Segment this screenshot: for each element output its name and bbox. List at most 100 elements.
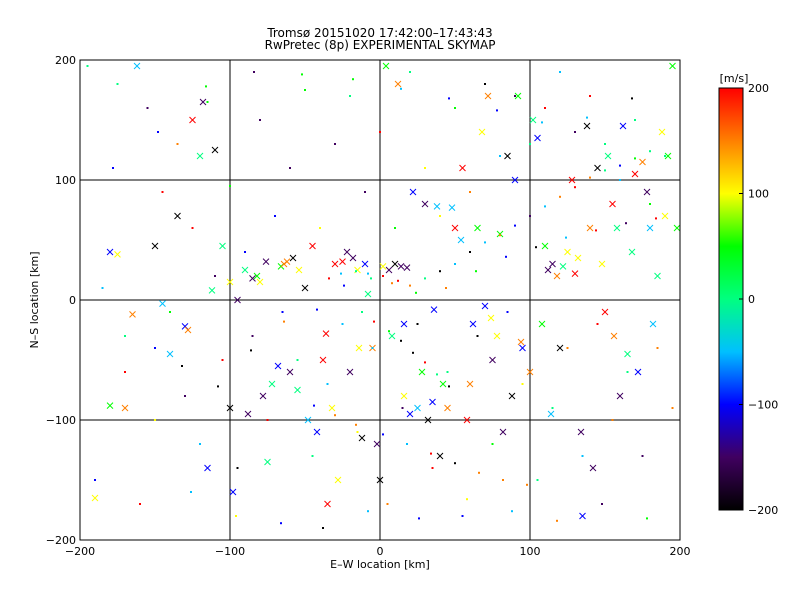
dot-point: [280, 522, 282, 525]
dot-point: [296, 359, 299, 361]
dot-point: [176, 143, 179, 145]
cross-point: [559, 263, 567, 270]
cross-point: [643, 188, 651, 196]
dot-point: [356, 431, 359, 433]
dot-point: [391, 282, 393, 285]
cross-point: [433, 203, 441, 210]
cross-point: [294, 386, 301, 394]
cross-point: [624, 350, 631, 358]
dot-point: [251, 335, 254, 337]
dot-point: [116, 83, 119, 85]
dot-point: [415, 291, 417, 294]
cross-point: [151, 242, 159, 250]
cross-point: [364, 290, 372, 298]
dot-point: [388, 330, 390, 333]
x-axis-label: E–W location [km]: [330, 558, 430, 571]
dot-point: [574, 131, 576, 133]
colorbar-unit-label: [m/s]: [720, 72, 749, 85]
dot-point: [430, 452, 432, 455]
dot-point: [397, 279, 399, 282]
cross-point: [549, 260, 556, 268]
cross-point: [403, 264, 411, 271]
dot-point: [289, 167, 291, 169]
cross-point: [504, 152, 511, 160]
dot-point: [319, 227, 321, 229]
cross-point: [628, 248, 636, 256]
dot-point: [566, 347, 569, 349]
dot-point: [649, 203, 651, 205]
dot-point: [316, 308, 318, 311]
cross-point: [673, 224, 681, 232]
dot-point: [514, 95, 516, 97]
dot-point: [214, 275, 216, 277]
cross-point: [121, 404, 129, 412]
plot-frame: [79, 59, 681, 541]
dot-point: [400, 339, 402, 342]
dot-point: [454, 462, 456, 465]
cross-point: [463, 416, 471, 424]
cross-point: [511, 176, 519, 184]
cross-point: [586, 224, 594, 232]
colorbar-ticks: 200 100 0 −100 −200: [739, 82, 778, 517]
dot-point: [206, 101, 209, 103]
cross-point: [268, 380, 276, 388]
cross-point: [388, 332, 396, 340]
dot-point: [535, 246, 537, 249]
cross-point: [259, 392, 267, 400]
cross-point: [339, 258, 346, 265]
cross-point: [598, 260, 606, 268]
x-tick-label: 0: [377, 545, 384, 558]
cross-point: [400, 392, 408, 400]
cross-point: [241, 266, 249, 274]
cross-point: [274, 362, 282, 370]
dot-point: [283, 320, 285, 323]
cross-point: [469, 320, 477, 328]
dot-point: [619, 164, 621, 167]
dot-point: [379, 131, 381, 133]
cross-point: [418, 368, 426, 376]
cross-point: [226, 278, 234, 286]
x-tick-label: −100: [215, 545, 245, 558]
dot-point: [253, 71, 255, 73]
dot-point: [611, 419, 614, 421]
cross-point: [234, 296, 241, 304]
cross-point: [669, 62, 676, 70]
colorbar-tick-label: −100: [748, 399, 778, 412]
dot-point: [626, 371, 629, 373]
cross-point: [529, 116, 537, 124]
cross-point: [322, 330, 330, 337]
dot-point: [469, 251, 471, 253]
cross-point: [489, 356, 496, 364]
dot-point: [499, 155, 501, 157]
dot-point: [589, 95, 591, 97]
x-tick-label: −200: [65, 545, 95, 558]
dot-point: [506, 311, 509, 313]
dot-point: [439, 215, 441, 217]
dot-point: [469, 191, 471, 193]
cross-point: [166, 350, 174, 358]
cross-point: [429, 398, 436, 406]
dot-point: [412, 351, 414, 354]
dot-point: [236, 467, 239, 469]
x-tick-label: 200: [670, 545, 691, 558]
data-points: [86, 62, 681, 529]
cross-point: [313, 428, 321, 436]
dot-point: [400, 87, 402, 90]
dot-point: [436, 373, 438, 376]
cross-point: [579, 512, 586, 520]
dot-point: [631, 97, 633, 100]
dot-point: [478, 471, 480, 474]
dot-point: [304, 89, 306, 91]
cross-point: [649, 320, 657, 328]
cross-point: [385, 266, 393, 274]
cross-point: [474, 224, 481, 232]
dot-point: [394, 227, 396, 229]
cross-point: [133, 62, 141, 70]
dot-point: [259, 119, 261, 121]
dot-point: [343, 284, 345, 287]
dot-point: [505, 255, 507, 258]
cross-point: [379, 263, 387, 270]
cross-point: [295, 266, 303, 274]
cross-point: [499, 428, 507, 436]
dot-point: [431, 467, 434, 469]
